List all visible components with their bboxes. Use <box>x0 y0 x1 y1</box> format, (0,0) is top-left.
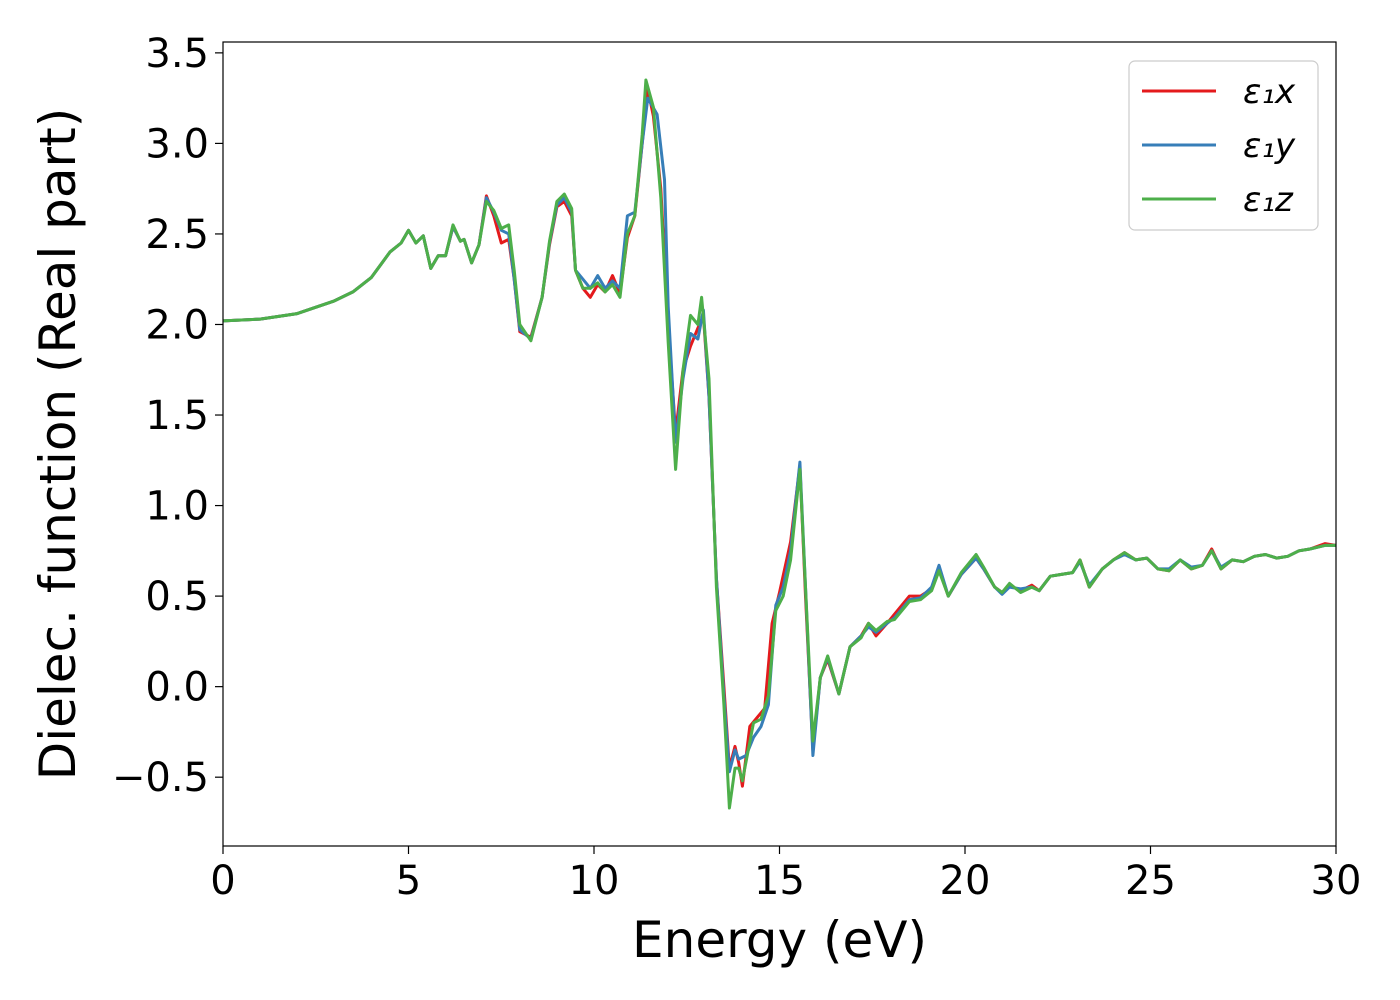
series-line-3 <box>223 78 1336 810</box>
x-tick-label: 15 <box>754 858 805 904</box>
y-axis-ticks: −0.5 0.0 0.5 1.0 1.5 2.0 2.5 3.0 3.5 <box>112 31 223 801</box>
x-axis-label: Energy (eV) <box>632 911 927 969</box>
x-tick-label: 10 <box>569 858 620 904</box>
y-axis-label: Dielec. function (Real part) <box>29 108 87 780</box>
y-tick-label: 2.0 <box>145 302 209 348</box>
y-tick-label: 1.5 <box>145 393 209 439</box>
y-tick-label: 0.5 <box>145 574 209 620</box>
legend-box <box>1128 60 1319 231</box>
x-tick-label: 20 <box>940 858 991 904</box>
x-tick-label: 5 <box>396 858 421 904</box>
legend-label-1: ε₁x <box>1243 72 1296 112</box>
legend: ε₁x ε₁y ε₁z <box>1128 60 1319 231</box>
legend-label-3: ε₁z <box>1243 180 1294 220</box>
y-tick-label: 3.5 <box>145 31 209 77</box>
y-tick-label: 1.0 <box>145 484 209 530</box>
y-tick-label: −0.5 <box>112 755 209 801</box>
x-tick-label: 25 <box>1125 858 1176 904</box>
y-tick-label: 0.0 <box>145 665 209 711</box>
y-tick-label: 2.5 <box>145 212 209 258</box>
legend-label-2: ε₁y <box>1243 126 1296 166</box>
x-tick-label: 30 <box>1311 858 1362 904</box>
x-axis-ticks: 0 5 10 15 20 25 30 <box>210 846 1361 904</box>
y-tick-label: 3.0 <box>145 121 209 167</box>
series-layer <box>223 78 1336 810</box>
x-tick-label: 0 <box>210 858 235 904</box>
